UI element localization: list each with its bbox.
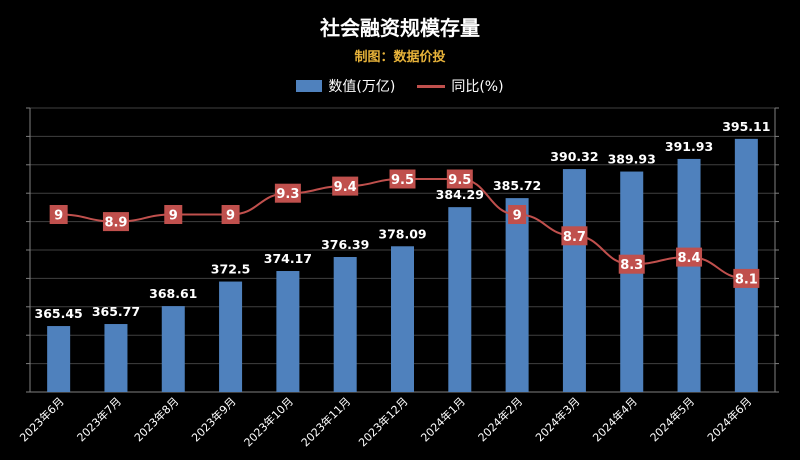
x-tick-label: 2023年9月	[188, 394, 238, 444]
line-value-label: 8.7	[563, 230, 586, 245]
bar-value-label: 384.29	[436, 187, 484, 202]
bar-value-label: 390.32	[550, 149, 598, 164]
line-label-box	[508, 205, 527, 224]
line-label-box	[49, 205, 68, 224]
x-tick-label: 2024年5月	[647, 394, 697, 444]
line-value-label: 8.3	[620, 258, 643, 273]
x-tick-label: 2023年12月	[355, 394, 410, 449]
line-value-label: 9.5	[391, 173, 414, 188]
legend-swatch-line	[417, 84, 446, 88]
legend: 数值(万亿) 同比(%)	[0, 76, 800, 96]
legend-label-bar: 数值(万亿)	[328, 79, 396, 95]
bar-value-label: 372.5	[211, 262, 251, 277]
bar	[734, 138, 758, 392]
bar-value-label: 389.93	[608, 152, 656, 167]
bar-value-label: 385.72	[493, 178, 541, 193]
line-value-label: 9.3	[276, 187, 299, 202]
line-value-label: 8.4	[678, 251, 701, 266]
bar	[219, 281, 243, 392]
bar-value-label: 376.39	[321, 237, 369, 252]
legend-label-line: 同比(%)	[451, 79, 504, 95]
line-value-label: 8.1	[735, 272, 758, 287]
legend-item-line: 同比(%)	[417, 76, 504, 96]
x-tick-label: 2023年10月	[241, 394, 296, 449]
x-tick-label: 2024年2月	[475, 394, 525, 444]
line-value-label: 9	[226, 209, 235, 224]
bar-value-label: 365.77	[92, 304, 140, 319]
bar-value-label: 368.61	[149, 286, 197, 301]
line-value-label: 9	[169, 209, 178, 224]
line-value-label: 9.5	[448, 173, 471, 188]
bar	[448, 207, 472, 392]
bar	[333, 257, 357, 392]
x-tick-label: 2023年11月	[298, 394, 353, 449]
bar	[677, 158, 701, 392]
line-label-box	[676, 247, 703, 267]
legend-item-bar: 数值(万亿)	[296, 76, 395, 96]
x-tick-label: 2024年3月	[532, 394, 582, 444]
bar	[391, 246, 414, 392]
line-label-box	[164, 205, 183, 224]
bar	[620, 171, 644, 392]
line-label-box	[102, 212, 129, 232]
line-label-box	[274, 183, 301, 203]
line-value-label: 9	[54, 209, 63, 224]
line-value-label: 8.9	[104, 216, 127, 231]
bar	[47, 326, 71, 392]
bar	[276, 271, 300, 392]
line-label-box	[618, 254, 645, 274]
x-tick-label: 2024年6月	[704, 394, 754, 444]
x-tick-label: 2023年8月	[131, 394, 181, 444]
bar	[505, 198, 529, 392]
x-tick-label: 2023年6月	[17, 394, 67, 444]
bar	[161, 306, 185, 392]
line-label-box	[389, 169, 416, 189]
line-label-box	[221, 205, 240, 224]
line-label-box	[446, 169, 473, 189]
line-value-label: 9	[513, 209, 522, 224]
line-label-box	[733, 268, 760, 288]
bar-value-label: 365.45	[35, 306, 83, 321]
x-tick-label: 2024年1月	[418, 394, 468, 444]
legend-swatch-bar	[296, 80, 323, 92]
line-label-box	[561, 226, 588, 246]
bar	[562, 169, 586, 392]
bar-value-label: 395.11	[722, 119, 770, 134]
bar-value-label: 378.09	[378, 226, 426, 241]
chart-subtitle: 制图：数据价投	[354, 50, 446, 65]
x-tick-label: 2024年4月	[590, 394, 640, 444]
x-tick-label: 2023年7月	[74, 394, 124, 444]
bar	[104, 324, 128, 392]
line-value-label: 9.4	[334, 180, 357, 195]
bar-value-label: 374.17	[264, 251, 312, 266]
line-label-box	[332, 176, 359, 196]
bar-value-label: 391.93	[665, 139, 713, 154]
chart-title: 社会融资规模存量	[320, 16, 480, 40]
